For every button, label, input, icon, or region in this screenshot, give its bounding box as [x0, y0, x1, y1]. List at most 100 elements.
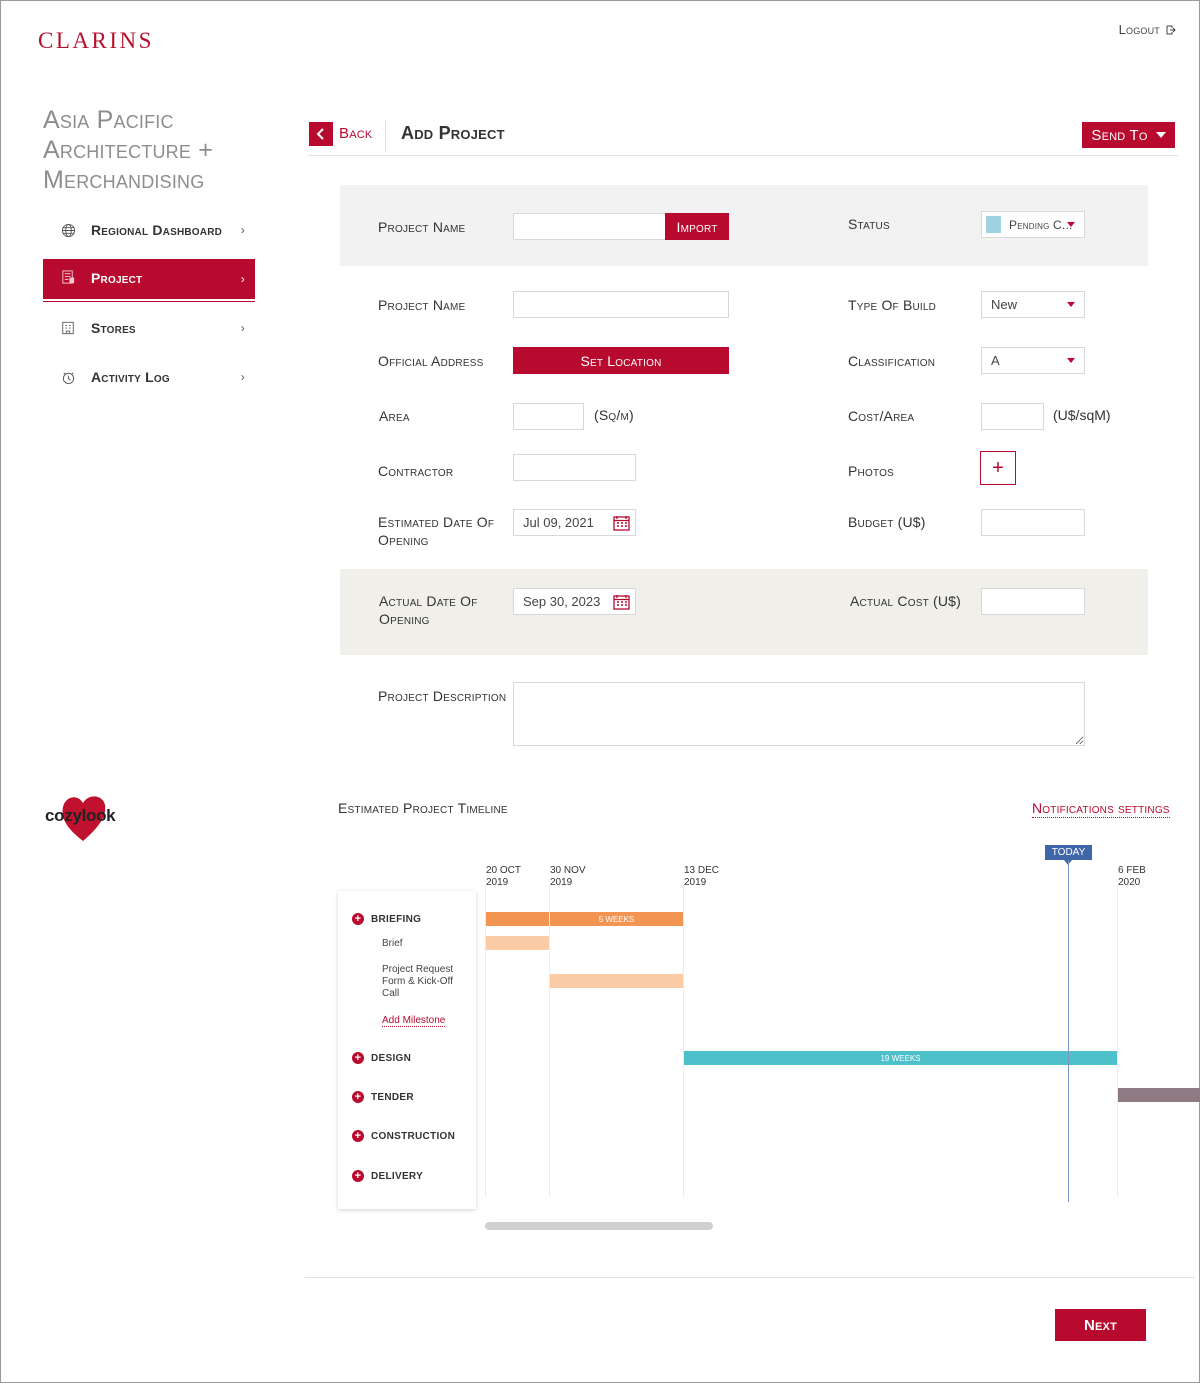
sidebar-item-activity-log[interactable]: Activity Log ›: [43, 357, 255, 397]
est-opening-label: Estimated Date Of Opening: [378, 514, 495, 548]
expand-plus-icon[interactable]: +: [352, 913, 364, 925]
budget-input[interactable]: [981, 509, 1085, 536]
activity-log-icon: [60, 369, 76, 385]
classification-value: A: [991, 353, 1000, 368]
project-name-field[interactable]: [523, 292, 728, 317]
next-button[interactable]: Next: [1055, 1309, 1146, 1341]
date-day: 30 NOV: [550, 865, 586, 876]
page-header: Back Add Project Send To: [308, 120, 1178, 156]
timeline-title: Estimated Project Timeline: [338, 800, 508, 816]
logout-button[interactable]: Logout: [1119, 22, 1176, 37]
today-marker: TODAY: [1045, 845, 1092, 860]
page-title: Add Project: [401, 123, 505, 143]
description-label: Project Description: [378, 688, 507, 704]
expand-plus-icon[interactable]: +: [352, 1052, 364, 1064]
actual-cost-field[interactable]: [991, 589, 1084, 614]
tender-bar[interactable]: [1118, 1088, 1200, 1102]
project-name-import-field[interactable]: [523, 214, 665, 239]
status-label: Status: [848, 216, 890, 232]
set-location-button[interactable]: Set Location: [513, 347, 729, 374]
brief-milestone-bar[interactable]: [486, 936, 549, 950]
project-name-import-input[interactable]: [513, 213, 666, 240]
status-value: Pending C...: [1009, 217, 1073, 232]
sidebar-item-stores[interactable]: Stores ›: [43, 308, 255, 348]
budget-label: Budget (U$): [848, 514, 926, 530]
actual-opening-input[interactable]: Sep 30, 2023: [513, 588, 636, 615]
import-button[interactable]: Import: [665, 213, 729, 240]
est-opening-input[interactable]: Jul 09, 2021: [513, 509, 636, 536]
timeline-date: 13 DEC 2019: [684, 865, 719, 889]
contractor-input[interactable]: [513, 454, 636, 481]
timeline-date: 30 NOV 2019: [550, 865, 586, 889]
date-year: 2020: [1118, 877, 1141, 888]
expand-plus-icon[interactable]: +: [352, 1170, 364, 1182]
milestone-kickoff: Project Request Form & Kick-Off Call: [382, 964, 454, 999]
phase-tender[interactable]: + TENDER: [352, 1091, 414, 1103]
actual-cost-label: Actual Cost (U$): [850, 593, 961, 609]
timeline-scrollbar[interactable]: [485, 1222, 713, 1230]
briefing-bar[interactable]: 5 WEEKS: [550, 912, 683, 926]
type-of-build-select[interactable]: New: [981, 291, 1085, 318]
classification-label: Classification: [848, 353, 936, 369]
chevron-left-icon: [316, 128, 324, 140]
sidebar-item-regional-dashboard[interactable]: Regional Dashboard ›: [43, 210, 255, 250]
project-name-input[interactable]: [513, 291, 729, 318]
app-title: Asia Pacific Architecture + Merchandisin…: [43, 106, 214, 194]
store-icon: [60, 320, 76, 336]
caret-down-icon: [1067, 222, 1075, 227]
description-textarea[interactable]: [513, 682, 1085, 746]
caret-down-icon: [1155, 132, 1166, 138]
briefing-bar-start[interactable]: [486, 912, 549, 926]
send-to-button[interactable]: Send To: [1082, 122, 1175, 148]
status-select[interactable]: Pending C...: [981, 211, 1085, 238]
expand-plus-icon[interactable]: +: [352, 1091, 364, 1103]
area-field[interactable]: [523, 404, 583, 429]
classification-select[interactable]: A: [981, 347, 1085, 374]
timeline-date: 6 FEB 2020: [1118, 865, 1146, 889]
timeline-date: 20 OCT 2019: [486, 865, 521, 889]
back-link[interactable]: Back: [339, 125, 373, 142]
photos-label: Photos: [848, 463, 894, 479]
sidebar-item-label: Activity Log: [91, 369, 170, 385]
sidebar-nav: Regional Dashboard › Project › Stores › …: [43, 210, 255, 406]
grid-line: [1117, 885, 1118, 1197]
phase-design[interactable]: + DESIGN: [352, 1052, 411, 1064]
grid-line: [683, 885, 684, 1197]
est-opening-value: Jul 09, 2021: [523, 515, 594, 530]
contractor-field[interactable]: [523, 455, 635, 480]
cost-area-input[interactable]: [981, 403, 1044, 430]
type-of-build-label: Type Of Build: [848, 297, 937, 313]
calendar-icon[interactable]: [613, 594, 630, 610]
project-icon: [60, 270, 76, 286]
phase-label: CONSTRUCTION: [371, 1130, 456, 1142]
add-milestone-link[interactable]: Add Milestone: [382, 1015, 446, 1027]
back-button[interactable]: [309, 122, 333, 146]
add-photo-button[interactable]: +: [980, 451, 1016, 485]
notifications-settings-link[interactable]: Notifications settings: [1032, 800, 1170, 818]
budget-field[interactable]: [991, 510, 1084, 535]
chevron-right-icon: ›: [240, 321, 245, 335]
contractor-label: Contractor: [378, 463, 454, 479]
calendar-icon[interactable]: [613, 515, 630, 531]
date-year: 2019: [550, 877, 573, 888]
phase-delivery[interactable]: + DELIVERY: [352, 1170, 423, 1182]
design-bar[interactable]: 19 WEEKS: [684, 1051, 1117, 1065]
date-day: 6 FEB: [1118, 865, 1146, 876]
phase-construction[interactable]: + CONSTRUCTION: [352, 1130, 455, 1142]
area-input[interactable]: [513, 403, 584, 430]
chevron-right-icon: ›: [240, 370, 245, 384]
cost-area-field[interactable]: [991, 404, 1043, 429]
kickoff-milestone-bar[interactable]: [550, 974, 683, 988]
sidebar-item-project[interactable]: Project ›: [43, 259, 255, 299]
send-to-label: Send To: [1091, 126, 1148, 144]
clarins-logo[interactable]: CLARINS: [38, 28, 154, 53]
actual-cost-input[interactable]: [981, 588, 1085, 615]
phase-briefing[interactable]: + BRIEFING: [352, 913, 421, 925]
area-label: Area: [379, 408, 410, 424]
date-day: 20 OCT: [486, 865, 522, 876]
expand-plus-icon[interactable]: +: [352, 1130, 364, 1142]
logout-label: Logout: [1118, 22, 1160, 37]
area-unit: (Sq/m): [594, 407, 634, 423]
phase-panel: [338, 891, 476, 1209]
sidebar-item-label: Project: [91, 269, 143, 286]
